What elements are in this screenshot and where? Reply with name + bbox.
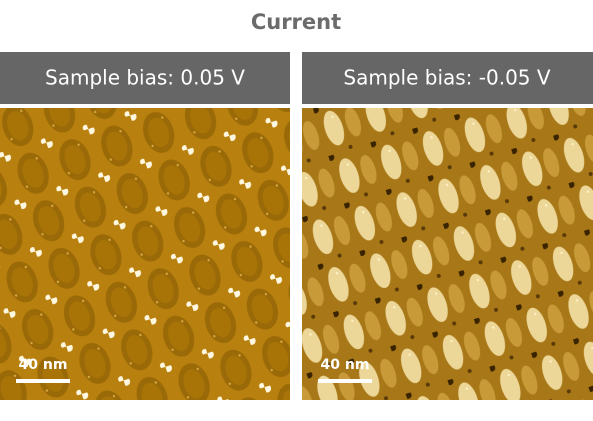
stm-image [0, 108, 290, 400]
panel-label: Sample bias: 0.05 V [45, 66, 245, 90]
figure-title: Current [251, 10, 341, 34]
panel-label: Sample bias: -0.05 V [343, 66, 550, 90]
scale-bar-label: 40 nm [19, 357, 68, 373]
panel-header [0, 52, 290, 104]
scale-bar [318, 379, 372, 383]
scale-bar-label: 40 nm [321, 357, 370, 373]
panel-header [302, 52, 593, 104]
stm-image [302, 108, 593, 400]
scale-bar [16, 379, 70, 383]
